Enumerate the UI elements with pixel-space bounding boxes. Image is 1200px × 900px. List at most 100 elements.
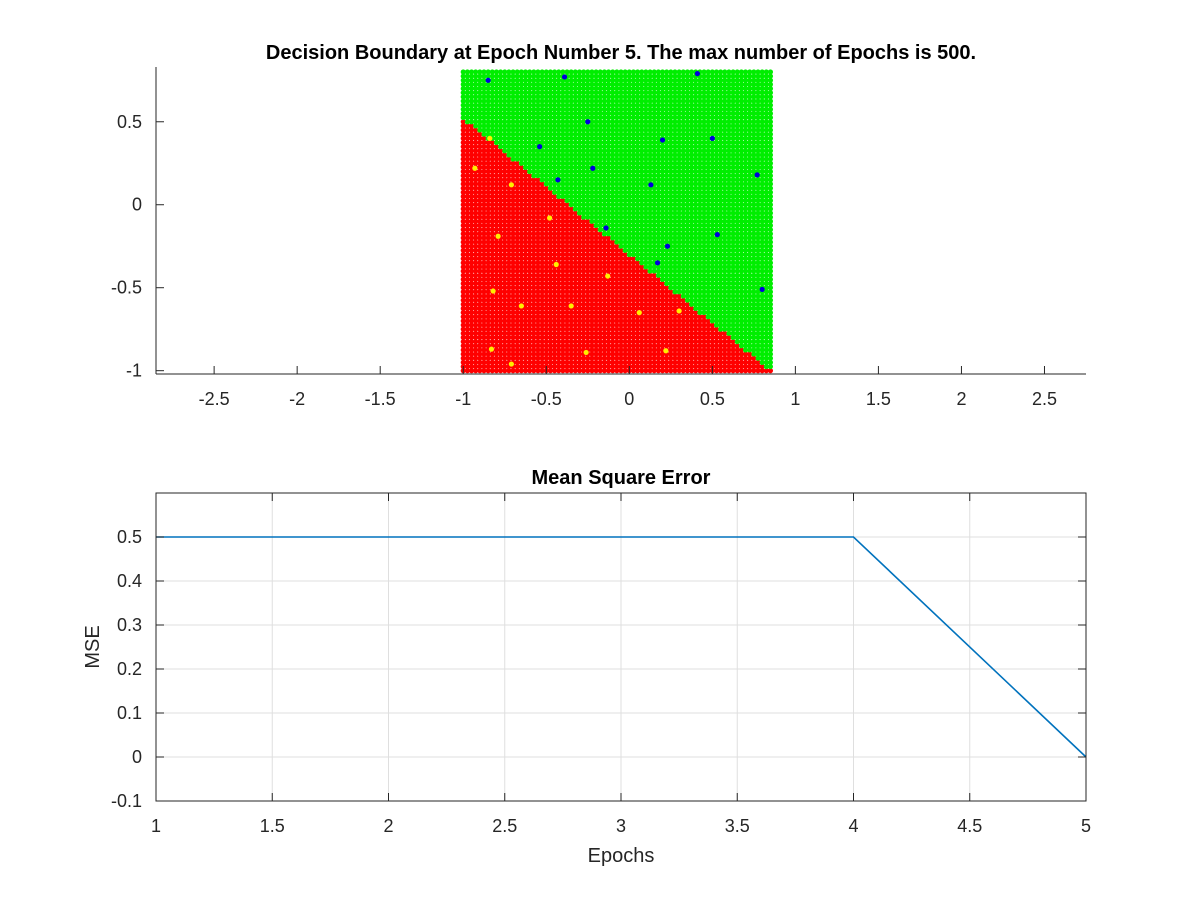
region-cell (680, 214, 686, 220)
region-cell (464, 139, 470, 146)
region-cell (481, 310, 487, 316)
region-cell (626, 77, 632, 83)
region-cell (477, 90, 483, 96)
region-cell (614, 214, 620, 220)
region-cell (522, 334, 529, 341)
region-cell (630, 293, 637, 299)
region-cell (651, 330, 657, 336)
region-cell (689, 243, 695, 249)
region-cell (647, 239, 653, 245)
region-cell (518, 139, 524, 146)
region-cell (622, 314, 628, 320)
region-cell (601, 152, 607, 158)
region-cell (543, 73, 549, 79)
region-cell (610, 102, 616, 108)
region-cell (481, 177, 487, 183)
region-cell (564, 210, 570, 216)
region-cell (531, 334, 537, 341)
region-cell (672, 251, 678, 258)
region-cell (684, 318, 690, 324)
region-cell (689, 347, 695, 353)
region-cell (493, 185, 500, 191)
region-cell (539, 318, 545, 324)
region-cell (535, 363, 541, 370)
region-cell (473, 239, 479, 245)
region-cell (684, 110, 690, 117)
region-cell (601, 351, 607, 357)
region-cell (630, 127, 637, 133)
region-cell (626, 189, 632, 195)
region-cell (485, 268, 491, 274)
region-cell (593, 214, 599, 220)
region-cell (460, 198, 466, 204)
region-cell (581, 297, 587, 303)
region-cell (601, 168, 607, 175)
region-cell (680, 339, 686, 345)
region-cell (473, 310, 479, 316)
region-cell (477, 210, 483, 216)
region-cell (689, 231, 695, 237)
region-cell (543, 285, 549, 291)
region-cell (576, 330, 583, 336)
region-cell (659, 289, 666, 295)
region-cell (626, 222, 632, 229)
region-cell (510, 330, 516, 336)
region-cell (643, 193, 649, 200)
region-cell (498, 268, 504, 274)
region-cell (614, 276, 620, 282)
region-cell (672, 81, 678, 87)
region-cell (556, 198, 562, 204)
region-cell (560, 173, 566, 179)
region-cell (639, 214, 645, 220)
region-cell (518, 193, 524, 200)
region-cell (589, 81, 595, 87)
region-cell (668, 256, 674, 262)
region-cell (543, 210, 549, 216)
region-cell (589, 110, 595, 117)
region-cell (684, 355, 690, 361)
region-cell (489, 144, 495, 150)
region-cell (581, 280, 587, 287)
region-cell (489, 355, 495, 361)
region-cell (684, 280, 690, 287)
region-cell (522, 339, 529, 345)
region-cell (680, 310, 686, 316)
region-cell (659, 181, 666, 187)
region-cell (639, 260, 645, 266)
region-cell (464, 343, 470, 349)
region-cell (581, 148, 587, 154)
region-cell (680, 110, 686, 117)
region-cell (477, 347, 483, 353)
region-cell (655, 73, 661, 79)
region-cell (473, 289, 479, 295)
region-cell (684, 343, 690, 349)
region-cell (489, 268, 495, 274)
region-cell (518, 297, 524, 303)
region-cell (589, 355, 595, 361)
region-cell (589, 264, 595, 270)
region-cell (643, 69, 649, 75)
region-cell (605, 127, 612, 133)
region-cell (630, 90, 637, 96)
region-cell (481, 214, 487, 220)
region-cell (630, 359, 637, 365)
region-cell (618, 106, 624, 112)
region-cell (647, 218, 653, 224)
region-cell (693, 189, 699, 195)
region-cell (543, 218, 549, 224)
region-cell (635, 81, 641, 87)
region-cell (655, 256, 661, 262)
region-cell (468, 202, 475, 208)
region-cell (481, 189, 487, 195)
region-cell (510, 368, 516, 374)
region-cell (468, 119, 475, 125)
region-cell (535, 86, 541, 92)
region-cell (672, 202, 678, 208)
region-cell (689, 330, 695, 336)
region-cell (643, 135, 649, 141)
region-cell (498, 351, 504, 357)
region-cell (485, 334, 491, 341)
region-cell (626, 119, 632, 125)
region-cell (651, 131, 657, 137)
region-cell (639, 268, 645, 274)
